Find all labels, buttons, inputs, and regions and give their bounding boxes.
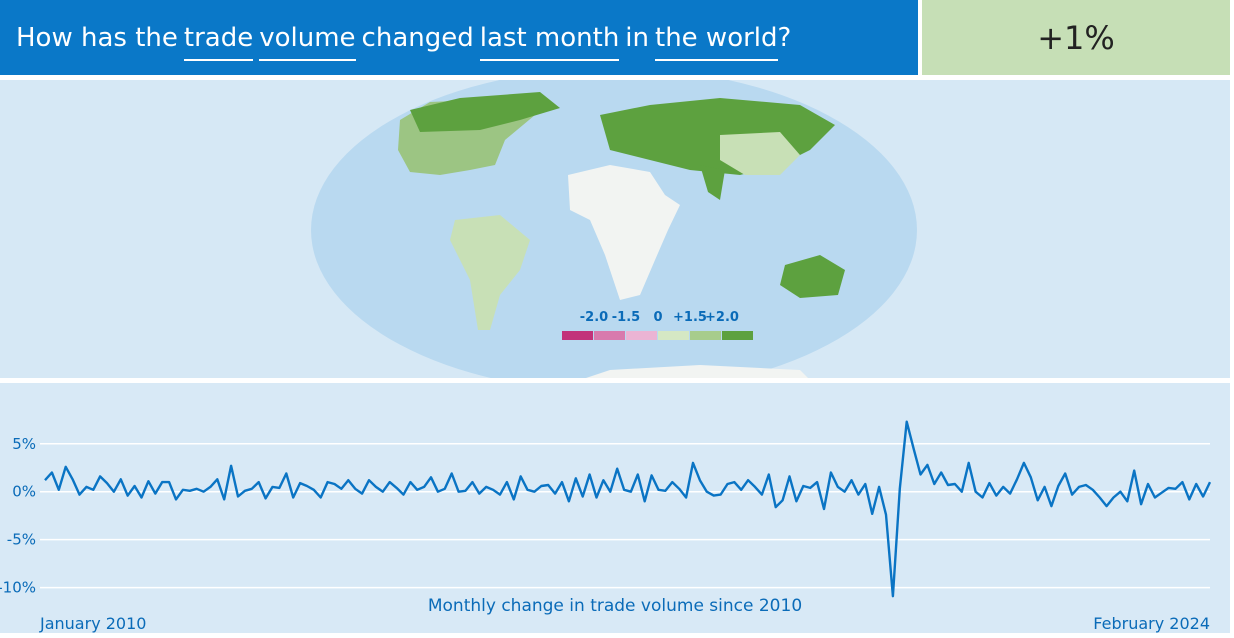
question-text: ? <box>777 22 792 53</box>
legend-swatch <box>594 331 625 340</box>
y-tick-label: 5% <box>12 435 36 453</box>
legend-label: +2.0 <box>705 310 739 325</box>
question-bar: How has the trade volume changed last mo… <box>0 0 918 75</box>
south-america <box>450 215 530 330</box>
india <box>700 165 725 200</box>
y-tick-label: -10% <box>0 579 36 597</box>
legend-swatch <box>658 331 689 340</box>
question-text: changed <box>361 22 474 53</box>
map-legend: -2.0 -1.5 0 +1.5+2.0 <box>562 310 753 340</box>
canada <box>410 92 560 132</box>
question-text: in <box>625 22 649 53</box>
legend-label: +1.5 <box>673 310 707 325</box>
legend-swatch <box>626 331 657 340</box>
x-tick-label: February 2024 <box>1093 614 1210 633</box>
metric-selector[interactable]: trade <box>183 23 254 61</box>
y-tick-label: 0% <box>12 483 36 501</box>
headline-value: +1% <box>922 0 1230 75</box>
line-chart: Monthly change in trade volume since 201… <box>0 383 1230 633</box>
region-selector[interactable]: the world <box>655 23 778 61</box>
china <box>720 132 800 175</box>
antarctica <box>586 365 808 378</box>
x-tick-label: January 2010 <box>39 614 146 633</box>
legend-label: 0 <box>653 310 662 325</box>
measure-selector[interactable]: volume <box>259 23 356 61</box>
trade-line <box>44 420 1212 598</box>
period-selector[interactable]: last month <box>479 23 620 61</box>
legend-swatch <box>690 331 721 340</box>
y-tick-label: -5% <box>7 531 36 549</box>
australia <box>780 255 845 298</box>
x-axis-title: Monthly change in trade volume since 201… <box>428 596 802 616</box>
legend-label: -2.0 <box>580 310 608 325</box>
legend-swatch <box>562 331 593 340</box>
world-map: -2.0 -1.5 0 +1.5+2.0 <box>0 80 1230 378</box>
legend-swatch <box>722 331 753 340</box>
africa <box>568 165 680 300</box>
legend-label: -1.5 <box>612 310 640 325</box>
question-text: How has the <box>16 22 178 53</box>
